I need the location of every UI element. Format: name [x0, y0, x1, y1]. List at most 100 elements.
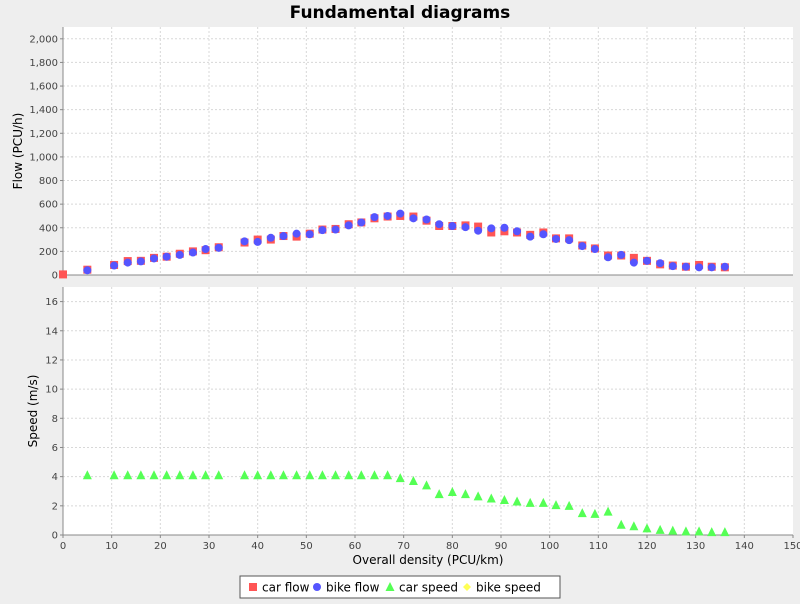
legend-label: bike speed — [476, 581, 541, 595]
bike-flow-point — [539, 230, 548, 239]
car-speed-point — [278, 470, 288, 480]
car-speed-point — [188, 470, 198, 480]
car-speed-point — [82, 470, 92, 480]
grid-layer — [63, 27, 793, 535]
car-speed-point — [603, 506, 613, 516]
x-tick-label: 120 — [637, 541, 656, 552]
bike-flow-point — [214, 243, 223, 252]
car-speed-point — [149, 470, 159, 480]
bike-flow-point — [422, 215, 431, 224]
x-tick-label: 60 — [349, 541, 362, 552]
y-tick-label: 1,800 — [29, 58, 58, 69]
bottom-y-axis-label: Speed (m/s) — [26, 375, 40, 448]
y-tick-label: 2,000 — [29, 34, 58, 45]
legend-swatch — [249, 583, 257, 591]
car-speed-point — [408, 476, 418, 486]
car-speed-point — [616, 519, 626, 529]
bike-flow-point — [331, 225, 340, 234]
car-speed-point — [538, 497, 548, 507]
car-speed-point — [175, 470, 185, 480]
bike-flow-point — [370, 213, 379, 222]
bike-flow-point — [83, 266, 92, 275]
car-speed-point — [434, 489, 444, 499]
y-tick-label: 6 — [52, 443, 58, 454]
bike-flow-point — [720, 262, 729, 271]
car-speed-point — [447, 486, 457, 496]
legend-swatch — [385, 582, 395, 591]
y-tick-label: 0 — [52, 531, 58, 542]
y-tick-label: 12 — [45, 355, 58, 366]
bike-flow-point — [201, 245, 210, 254]
car-speed-point — [422, 480, 432, 490]
bike-flow-point — [409, 214, 418, 223]
bike-flow-point — [681, 262, 690, 271]
bike-flow-point — [396, 209, 405, 218]
legend-swatch — [313, 583, 321, 591]
x-tick-label: 140 — [735, 541, 754, 552]
y-tick-label: 400 — [39, 223, 58, 234]
car-speed-point — [564, 500, 574, 510]
bike-flow-point — [643, 256, 651, 265]
bike-flow-point — [279, 232, 288, 241]
car-speed-point — [707, 527, 717, 537]
legend-label: car speed — [399, 581, 458, 595]
bike-flow-point — [240, 237, 249, 246]
bike-flow-point — [305, 230, 314, 239]
car-speed-point — [317, 470, 327, 480]
legend-swatch — [463, 583, 471, 591]
bike-flow-point — [474, 226, 483, 235]
car-speed-point — [694, 526, 704, 536]
car-speed-point — [395, 473, 405, 483]
bike-flow-point — [162, 252, 171, 261]
car-speed-point — [499, 494, 509, 504]
bike-flow-point — [448, 221, 457, 230]
legend: car flow bike flow car speed bike speed — [239, 575, 561, 599]
bike-flow-point — [487, 224, 496, 233]
car-flow-point — [59, 270, 67, 279]
car-speed-point — [460, 489, 470, 499]
car-speed-point — [253, 470, 263, 480]
car-speed-point — [214, 470, 224, 480]
car-speed-point — [590, 508, 600, 518]
car-speed-point — [681, 526, 691, 536]
x-tick-label: 10 — [105, 541, 118, 552]
car-speed-point — [136, 470, 146, 480]
car-speed-point — [486, 493, 496, 503]
y-tick-label: 600 — [39, 200, 58, 211]
x-tick-label: 0 — [60, 541, 66, 552]
x-tick-label: 30 — [203, 541, 216, 552]
car-speed-point — [123, 470, 133, 480]
car-speed-point — [577, 508, 587, 518]
car-speed-point — [512, 496, 522, 506]
top-plot-area — [63, 27, 793, 275]
bike-flow-point — [500, 223, 509, 232]
y-tick-label: 0 — [52, 271, 58, 282]
bike-flow-point — [461, 223, 470, 232]
car-speed-point — [292, 470, 302, 480]
y-tick-label: 1,400 — [29, 105, 58, 116]
car-speed-point — [331, 470, 341, 480]
bike-flow-point — [175, 250, 184, 259]
car-speed-point — [356, 470, 366, 480]
car-speed-point — [655, 524, 665, 534]
axes-layer: 02004006008001,0001,2001,4001,6001,8002,… — [29, 27, 800, 552]
x-tick-label: 70 — [397, 541, 410, 552]
car-speed-point — [109, 470, 119, 480]
bike-flow-point — [318, 226, 327, 235]
car-speed-point — [473, 491, 483, 501]
x-tick-label: 150 — [783, 541, 800, 552]
bike-flow-point — [513, 227, 522, 236]
x-tick-label: 100 — [540, 541, 559, 552]
legend-label: bike flow — [326, 581, 380, 595]
bike-flow-point — [695, 263, 704, 272]
bike-flow-point — [656, 259, 665, 268]
y-tick-label: 4 — [52, 472, 58, 483]
x-tick-label: 20 — [154, 541, 167, 552]
y-tick-label: 2 — [52, 501, 58, 512]
y-tick-label: 16 — [45, 297, 58, 308]
car-flow-point — [487, 228, 496, 237]
car-speed-point — [525, 497, 535, 507]
car-speed-point — [720, 527, 730, 537]
bike-flow-point — [188, 248, 197, 257]
